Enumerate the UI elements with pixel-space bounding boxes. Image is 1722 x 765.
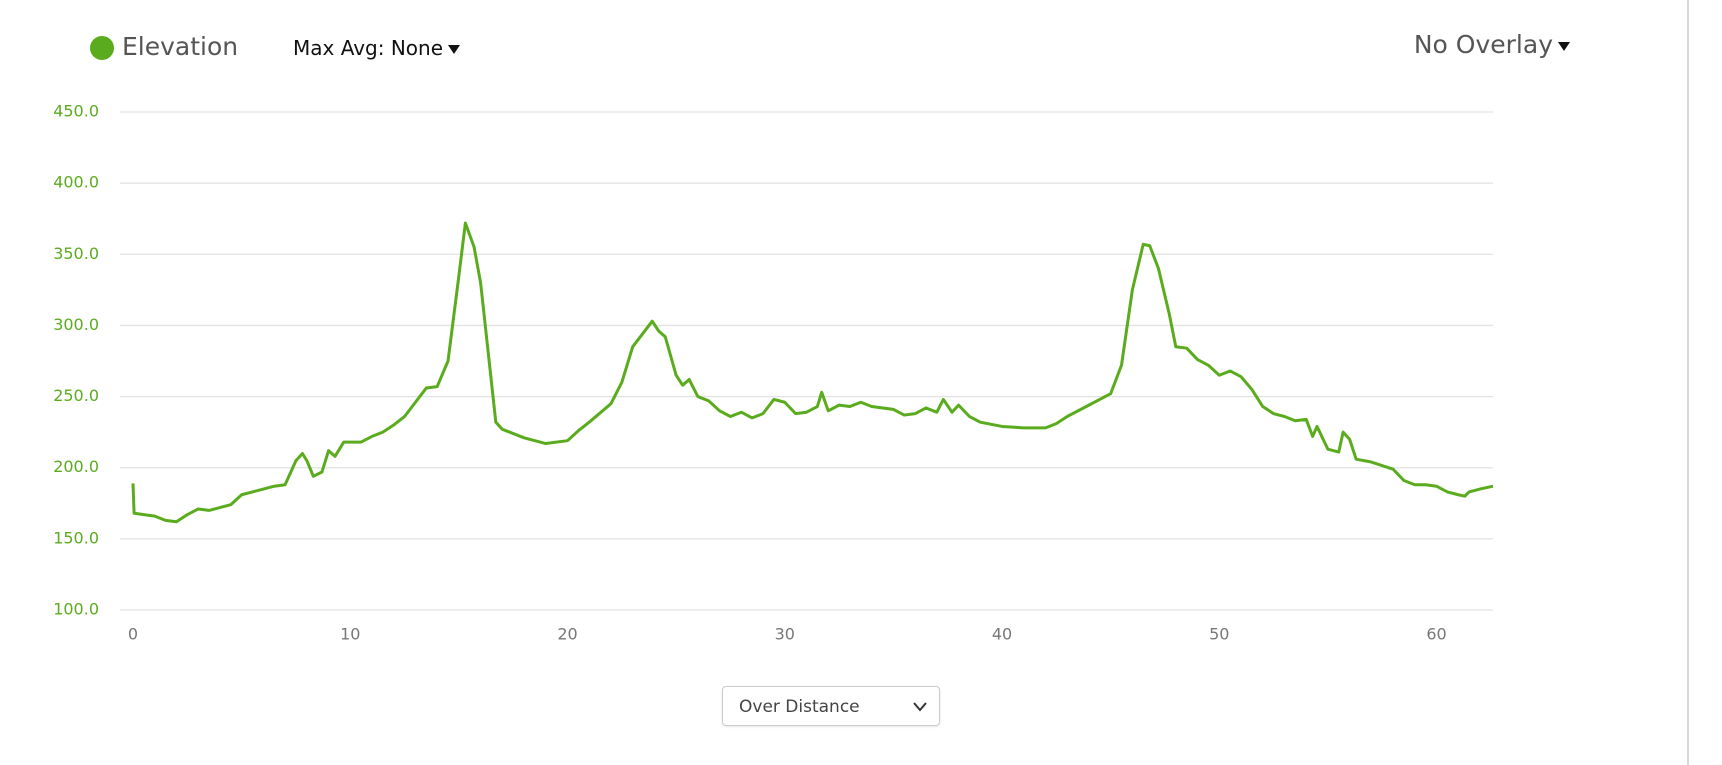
x-tick-label: 50 <box>1209 625 1229 644</box>
legend-label: Elevation <box>122 32 238 61</box>
overlay-dropdown[interactable]: No Overlay <box>1414 30 1570 59</box>
elevation-line <box>131 221 1494 524</box>
legend-marker <box>90 36 114 60</box>
x-tick-label: 10 <box>340 625 360 644</box>
x-tick-label: 30 <box>775 625 795 644</box>
y-tick-label: 350.0 <box>53 244 99 263</box>
y-tick-label: 200.0 <box>53 457 99 476</box>
x-mode-label: Over Distance <box>739 697 860 717</box>
y-tick-label: 450.0 <box>53 102 99 121</box>
x-mode-select[interactable]: Over Distance <box>722 686 940 726</box>
select-chevron <box>913 702 927 712</box>
y-tick-label: 100.0 <box>53 600 99 619</box>
x-tick-label: 60 <box>1426 625 1446 644</box>
x-tick-label: 40 <box>992 625 1012 644</box>
max-avg-dropdown[interactable]: Max Avg: None <box>293 36 460 60</box>
x-tick-label: 0 <box>128 625 138 644</box>
y-tick-label: 400.0 <box>53 173 99 192</box>
y-tick-label: 300.0 <box>53 315 99 334</box>
y-tick-label: 150.0 <box>53 528 99 547</box>
x-tick-label: 20 <box>557 625 577 644</box>
y-tick-label: 250.0 <box>53 386 99 405</box>
